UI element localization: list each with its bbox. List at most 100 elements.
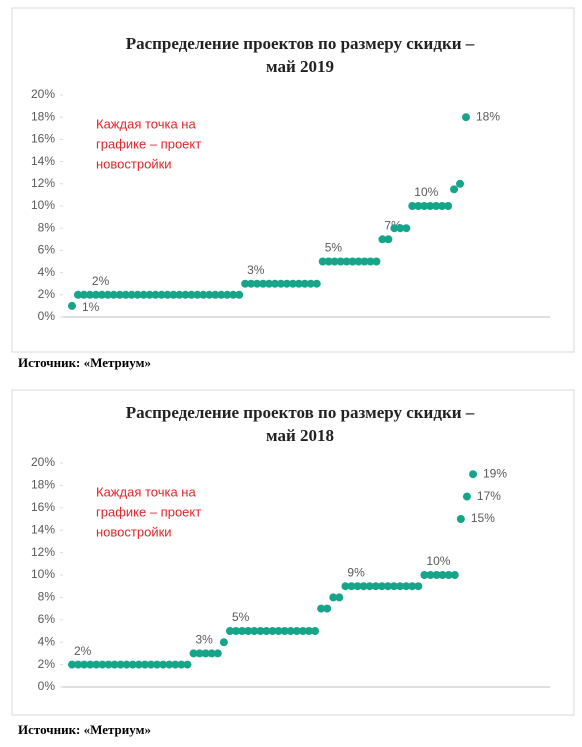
annotation: новостройки [96, 524, 172, 539]
point [347, 582, 356, 591]
point [219, 638, 228, 647]
point [420, 571, 429, 579]
source: Источник: «Метриум» [18, 722, 151, 737]
point [384, 235, 393, 244]
data-label: 15% [471, 511, 495, 525]
point [353, 582, 362, 591]
point [109, 290, 118, 299]
point [462, 113, 470, 122]
point [270, 279, 279, 288]
point [298, 627, 307, 635]
point [323, 604, 332, 613]
y-tick-label: 12% [31, 545, 55, 559]
point [341, 582, 350, 591]
point [73, 290, 82, 299]
y-tick-label: 10% [31, 198, 55, 212]
source: Источник: «Метриум» [18, 355, 151, 370]
point [354, 257, 363, 266]
y-tick-label: 0% [38, 679, 56, 693]
point [438, 571, 447, 579]
point [213, 649, 222, 658]
point [79, 290, 88, 299]
data-label: 10% [414, 185, 438, 199]
point [140, 660, 149, 669]
point [402, 224, 411, 233]
point [253, 279, 262, 288]
point [153, 660, 162, 669]
point [115, 290, 124, 299]
point [241, 279, 250, 288]
data-label: 10% [426, 554, 450, 568]
chart-frame [11, 389, 575, 716]
point [110, 660, 119, 669]
y-tick-label: 6% [38, 243, 56, 257]
data-label: 2% [74, 644, 92, 658]
data-label: 3% [247, 263, 265, 277]
point [359, 582, 368, 591]
point [304, 627, 313, 635]
point [462, 492, 471, 501]
y-tick-label: 2% [38, 657, 56, 671]
point [183, 660, 192, 669]
point [469, 470, 477, 479]
point [211, 290, 220, 299]
point [335, 593, 344, 602]
point [256, 627, 265, 635]
point [329, 593, 338, 602]
point [402, 582, 411, 591]
point [450, 185, 459, 194]
y-tick-label: 18% [31, 478, 55, 492]
point [317, 604, 326, 613]
point [232, 627, 241, 635]
y-tick-label: 14% [31, 154, 55, 168]
chart-title: май 2018 [266, 426, 334, 445]
point [116, 660, 125, 669]
point [268, 627, 277, 635]
point [86, 660, 95, 669]
point [330, 257, 339, 266]
point [306, 279, 315, 288]
point [288, 279, 297, 288]
point [282, 279, 291, 288]
point [121, 290, 130, 299]
point [408, 582, 417, 591]
point [286, 627, 295, 635]
point [103, 290, 112, 299]
point [157, 290, 166, 299]
point [207, 649, 216, 658]
point [432, 571, 441, 579]
chart-frame [11, 7, 575, 353]
point [311, 627, 320, 635]
point [414, 202, 423, 210]
y-tick-label: 20% [31, 455, 55, 469]
data-label: 5% [325, 241, 343, 255]
data-label: 9% [347, 565, 365, 579]
point [365, 582, 374, 591]
point [146, 660, 155, 669]
annotation: новостройки [96, 156, 172, 171]
chart-title: Распределение проектов по размеру скидки… [126, 403, 475, 422]
y-tick-label: 4% [38, 634, 56, 648]
point [163, 290, 172, 299]
point [171, 660, 180, 669]
point [420, 202, 429, 210]
data-label: 5% [232, 610, 250, 624]
point [396, 224, 405, 233]
point [91, 290, 100, 299]
point [372, 257, 381, 266]
point [181, 290, 190, 299]
point [74, 660, 83, 669]
y-tick-label: 4% [38, 265, 56, 279]
chart-title: май 2019 [266, 57, 334, 76]
point [456, 179, 465, 188]
point [238, 627, 247, 635]
point [189, 649, 198, 658]
data-label: 19% [483, 466, 507, 480]
point [348, 257, 357, 266]
y-tick-label: 16% [31, 500, 55, 514]
point [217, 290, 226, 299]
point [262, 627, 271, 635]
point [223, 290, 232, 299]
point [68, 301, 76, 310]
point [280, 627, 289, 635]
